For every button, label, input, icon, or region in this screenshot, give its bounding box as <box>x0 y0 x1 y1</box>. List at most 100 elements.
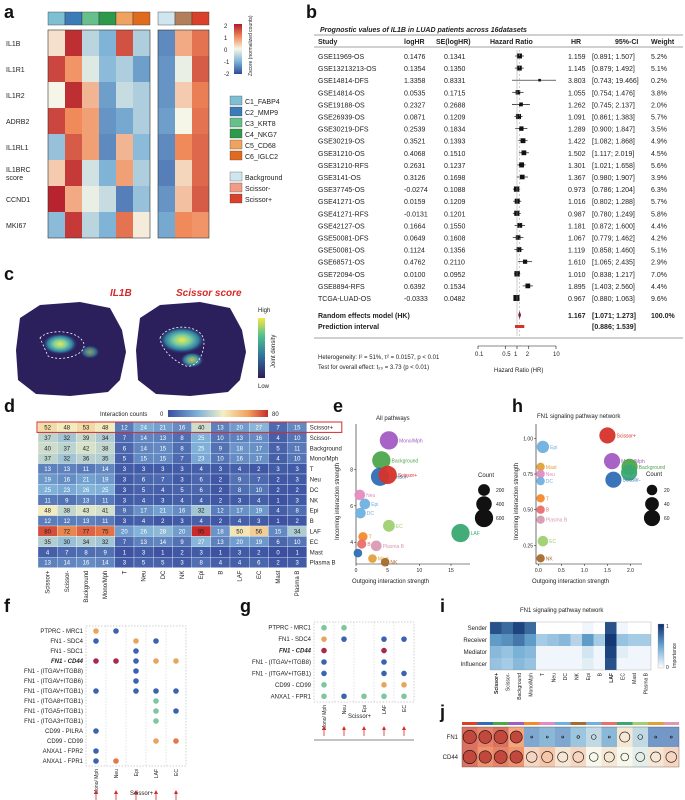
scatter-point-label: NK <box>546 556 554 562</box>
expression-dot <box>509 730 523 744</box>
interaction-value: 3 <box>238 498 242 504</box>
expression-dot <box>494 750 508 764</box>
dotplot-dot <box>133 648 139 654</box>
heatmap-cell <box>48 160 65 186</box>
forest-point <box>519 126 524 131</box>
forest-se: 0.1341 <box>444 54 466 61</box>
cluster-swatch <box>229 128 243 139</box>
interaction-value: 37 <box>63 446 70 452</box>
expression-cell <box>632 747 648 767</box>
expression-cell <box>570 727 586 747</box>
scatter-e-legend-dot <box>478 484 490 496</box>
scatter-point-label: Neu <box>366 493 375 499</box>
interaction-row-label: Epi <box>310 509 319 515</box>
scatter-point-label: EC <box>549 539 556 545</box>
panel-label-e: e <box>333 396 343 416</box>
forest-loghr: 0.1664 <box>404 223 426 230</box>
heatmap-border <box>157 29 210 239</box>
scatter-e-legend-title: Count <box>478 473 494 479</box>
dotplot-dot <box>381 636 387 642</box>
forest-weight: 4.9% <box>651 139 667 146</box>
panel-label-b: b <box>306 2 317 22</box>
forest-se: 0.1237 <box>444 163 466 170</box>
interaction-row-label: Background <box>310 446 342 452</box>
scatter-point-label: Mono/Mph <box>399 438 423 444</box>
interaction-value: 14 <box>102 561 109 567</box>
interaction-value: 32 <box>63 436 70 442</box>
dotplot-dot <box>153 698 159 704</box>
interaction-value: 15 <box>294 426 301 432</box>
role-cell <box>616 622 628 634</box>
heatmap-cell <box>133 30 150 56</box>
role-cell <box>582 658 594 670</box>
forest-study: GSE72094-OS <box>318 272 365 279</box>
importance-colorbar <box>657 623 665 669</box>
forest-hr: 1.055 <box>568 90 586 97</box>
interaction-value: 23 <box>198 457 205 463</box>
dotplot-arrow-head <box>322 726 326 730</box>
interaction-value: 9 <box>238 478 242 484</box>
expression-dot <box>478 730 492 744</box>
gene-label: IL1BRC <box>6 167 31 174</box>
interaction-value: 2 <box>161 519 165 525</box>
scatter-y-tick-label: 6 <box>350 504 353 510</box>
joint-density-high: High <box>258 308 270 314</box>
forest-weight: 5.8% <box>651 211 667 218</box>
interaction-value: 1 <box>219 550 223 556</box>
role-cell-label: DC <box>563 673 569 681</box>
heatmap-cell <box>99 212 116 238</box>
scatter-point-label: DC <box>546 479 554 485</box>
interaction-value: 10 <box>294 457 301 463</box>
interaction-value: 4 <box>276 436 280 442</box>
forest-loghr: 0.6392 <box>404 284 426 291</box>
interaction-value: 19 <box>44 478 51 484</box>
dotplot-dot <box>321 636 327 642</box>
forest-study: GSE41271-OS <box>318 199 365 206</box>
expression-cell <box>555 747 571 767</box>
scatter-point-label: Plasma B <box>546 518 568 524</box>
scatter-point <box>368 554 377 563</box>
interaction-value: 42 <box>83 446 90 452</box>
expression-cell <box>601 747 617 767</box>
panel-f-dotplot: PTPRC - MRC1 FN1 - SDC4 FN1 - SDC1 FN1 - CD… <box>24 625 187 800</box>
dotplot-dot <box>93 628 99 634</box>
scatter-h-title: FN1 signaling pathway network <box>537 414 621 420</box>
heatmap-cell <box>82 30 99 56</box>
interaction-cell <box>287 557 307 568</box>
forest-ci: [1.082; 1.868] <box>592 139 635 146</box>
panel-label-i: i <box>440 596 445 616</box>
interaction-col-label: B <box>218 571 224 575</box>
interaction-value: 17 <box>236 509 243 515</box>
forest-se: 0.1209 <box>444 199 466 206</box>
dotplot-f-source: Scissor+ <box>130 791 154 797</box>
role-cell <box>593 658 605 670</box>
scatter-h-legend-value: 40 <box>664 502 670 508</box>
interaction-value: 3 <box>296 561 300 567</box>
interaction-value: 48 <box>44 509 51 515</box>
forest-weight: 4.4% <box>651 284 667 291</box>
forest-hr: 0.987 <box>568 211 586 218</box>
dotplot-target-label: Neu <box>114 769 120 778</box>
dotplot-dot <box>321 682 327 688</box>
heatmap-cell <box>158 30 175 56</box>
dotplot-dot <box>93 688 99 694</box>
forest-se: 0.1356 <box>444 248 466 255</box>
forest-hr: 1.181 <box>568 223 586 230</box>
dotplot-arrow-head <box>154 790 158 794</box>
dotplot-dot <box>93 658 99 664</box>
heatmap-cell <box>48 82 65 108</box>
heatmap-cell <box>82 134 99 160</box>
zscore-tick: 0 <box>224 48 228 54</box>
forest-weight: 4.5% <box>651 151 667 158</box>
panel-label-h: h <box>512 396 523 416</box>
interaction-value: 7 <box>123 540 127 546</box>
interaction-row-label: Scissor- <box>310 436 332 442</box>
role-cell <box>536 634 548 646</box>
group-swatch <box>229 193 243 204</box>
role-cell <box>490 622 502 634</box>
forest-se: 0.1698 <box>444 175 466 182</box>
interaction-value: 3 <box>123 498 127 504</box>
expression-dot <box>620 752 629 762</box>
interaction-value: 53 <box>83 426 90 432</box>
zscore-tick: 1 <box>224 36 228 42</box>
